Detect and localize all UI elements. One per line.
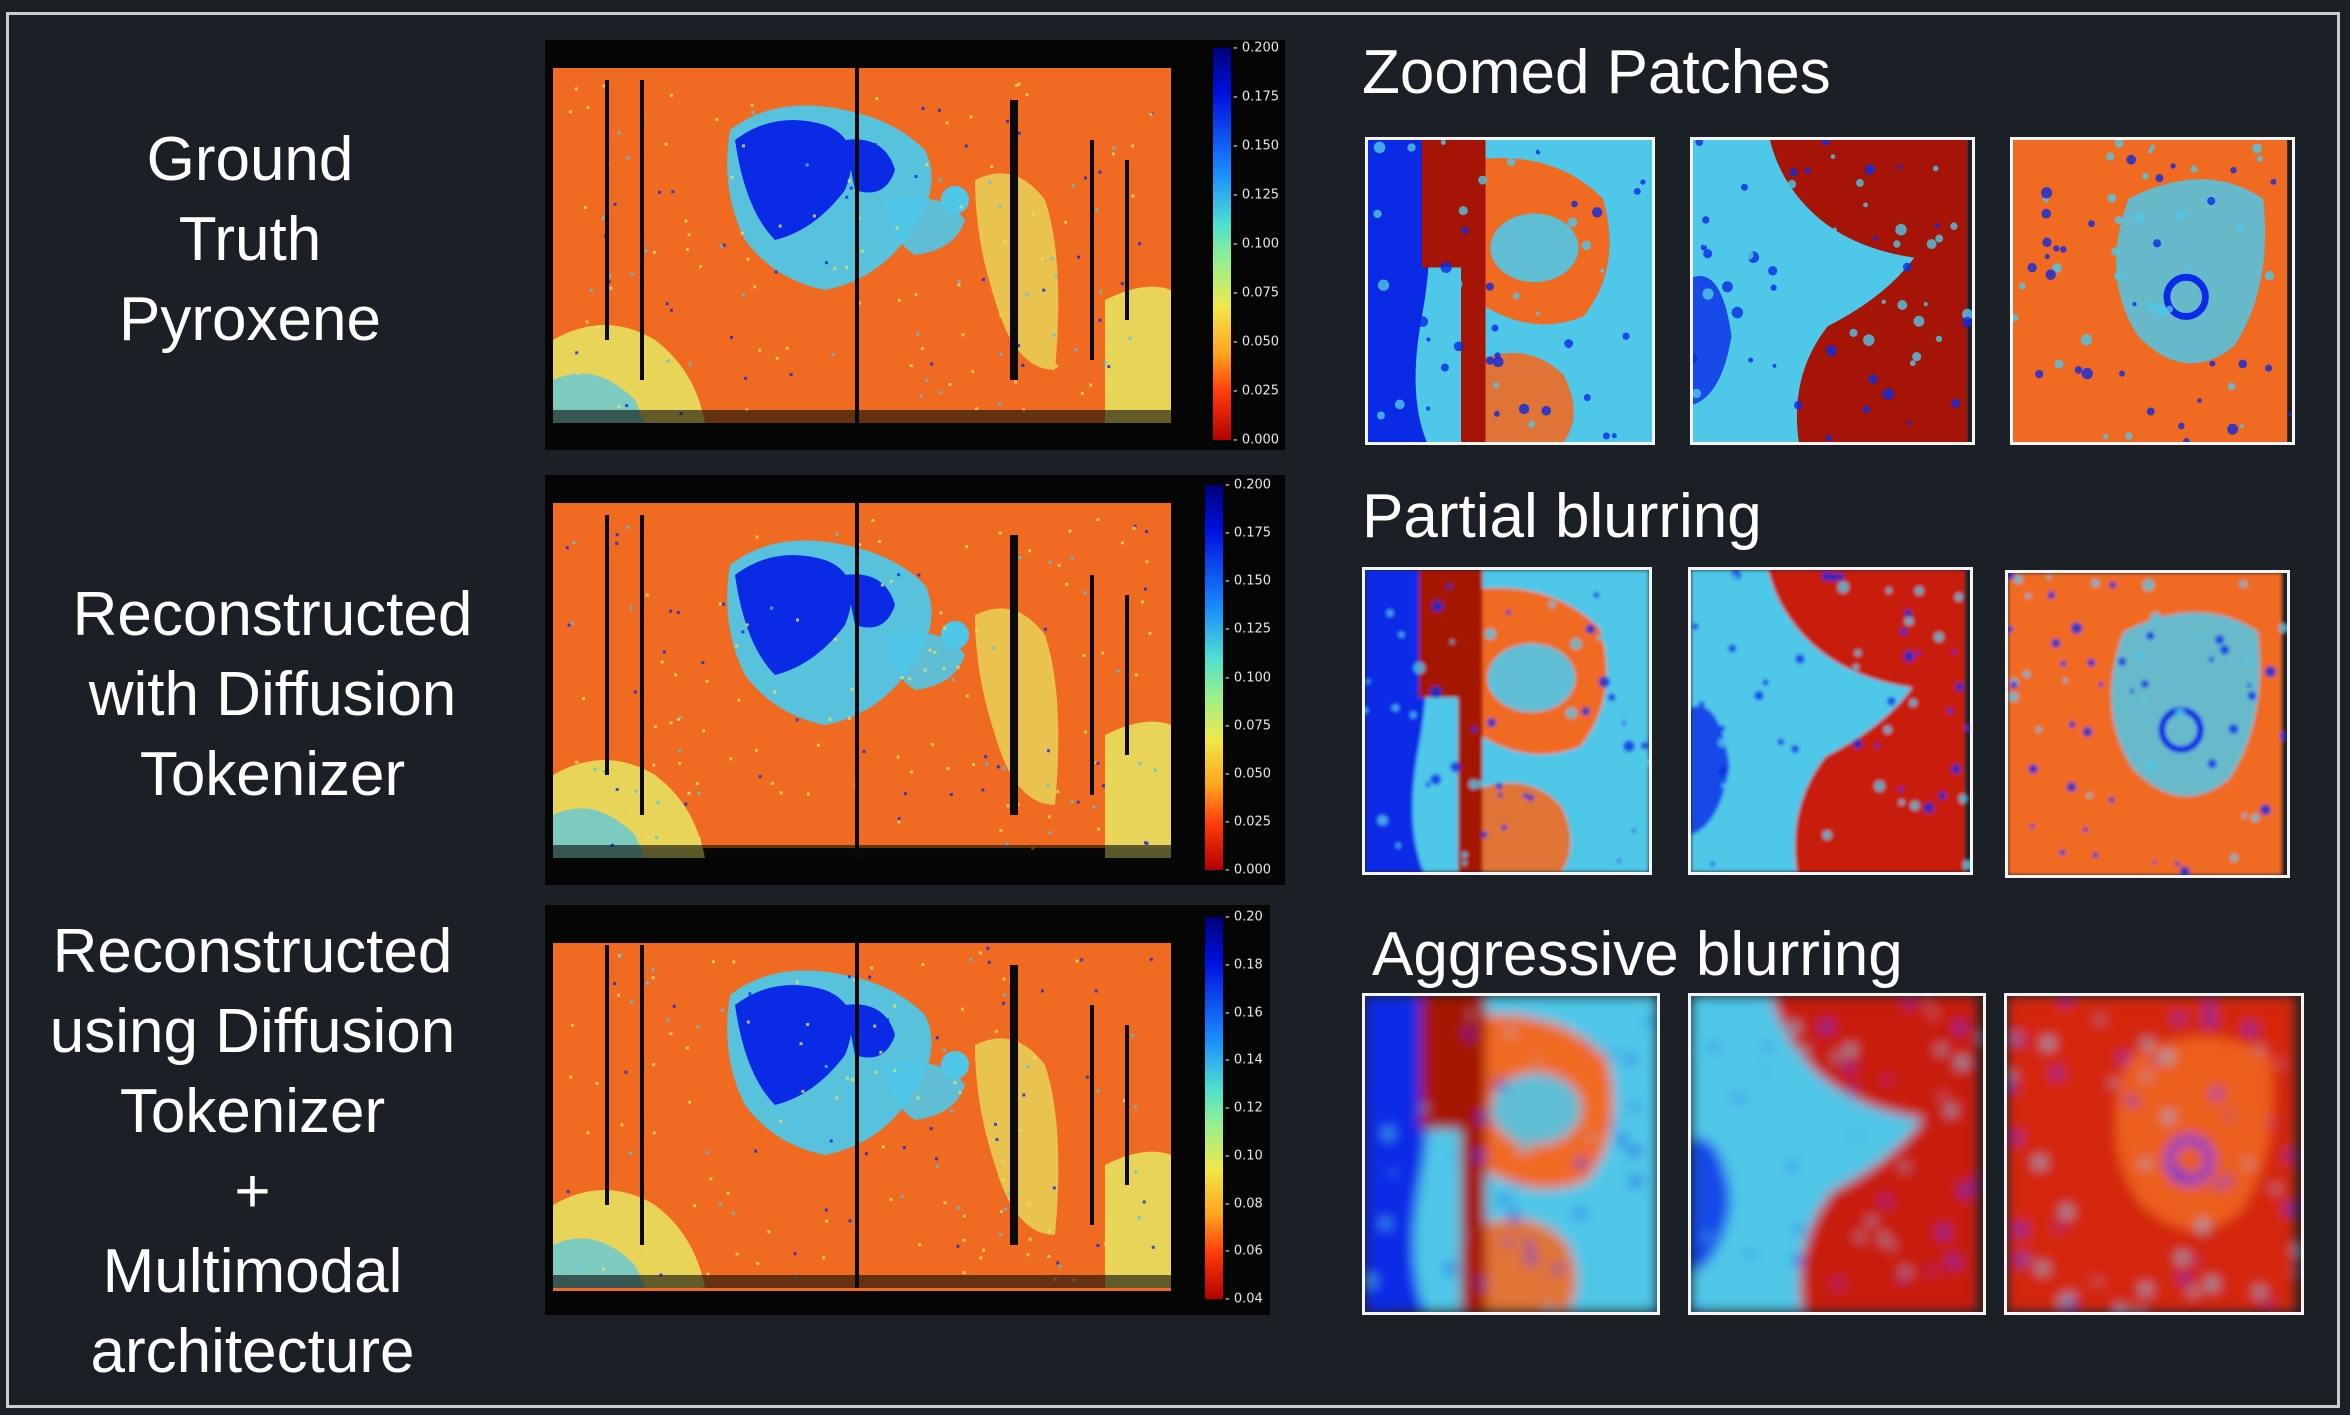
- colorbar-tick-label: - 0.20: [1225, 910, 1263, 925]
- map-multimodal: - 0.20 - 0.18 - 0.16 - 0.14 - 0.12 - 0.10 - 0.…: [545, 905, 1270, 1315]
- colorbar-tick-label: - 0.025: [1233, 384, 1279, 399]
- title-aggressive-blurring: Aggressive blurring: [1372, 920, 1903, 990]
- title-partial-blurring: Partial blurring: [1362, 482, 1762, 552]
- colorbar-tick-label: - 0.16: [1225, 1005, 1263, 1020]
- patch-content: [1691, 996, 1983, 1312]
- label-diffusion-tokenizer: Reconstructed with Diffusion Tokenizer: [40, 575, 505, 815]
- colorbar-tick-label: - 0.100: [1233, 237, 1279, 252]
- patch-content: [1365, 570, 1649, 872]
- patch-partial-2: [1688, 567, 1973, 875]
- patch-zoomed-2: [1690, 137, 1975, 445]
- patch-zoomed-3: [2010, 137, 2295, 445]
- colorbar-tick-label: - 0.025: [1225, 814, 1271, 829]
- colorbar-tick-label: - 0.150: [1225, 574, 1271, 589]
- colorbar-tick-label: - 0.100: [1225, 670, 1271, 685]
- colorbar-tick-label: - 0.200: [1225, 478, 1271, 493]
- colorbar-tick-label: - 0.075: [1225, 718, 1271, 733]
- patch-partial-1: [1362, 567, 1652, 875]
- pyroxene-map-image: [545, 475, 1285, 885]
- patch-zoomed-1: [1365, 137, 1655, 445]
- colorbar-tick-label: - 0.14: [1225, 1053, 1263, 1068]
- colorbar-tick-label: - 0.000: [1233, 433, 1279, 448]
- colorbar-tick-label: - 0.200: [1233, 41, 1279, 56]
- patch-content: [2013, 140, 2292, 442]
- colorbar-tick-label: - 0.04: [1225, 1292, 1263, 1307]
- patch-content: [2007, 996, 2301, 1312]
- map-diffusion-tokenizer: - 0.200 - 0.175 - 0.150 - 0.125 - 0.100 - 0.0…: [545, 475, 1285, 885]
- title-zoomed-patches: Zoomed Patches: [1362, 38, 1831, 108]
- patch-partial-3: [2005, 570, 2290, 878]
- label-multimodal: Reconstructed using Diffusion Tokenizer …: [20, 912, 485, 1392]
- colorbar-tick-label: - 0.050: [1225, 766, 1271, 781]
- colorbar-tick-label: - 0.175: [1225, 526, 1271, 541]
- patch-content: [1368, 140, 1652, 442]
- patch-content: [2008, 573, 2287, 875]
- pyroxene-map-image: [545, 40, 1285, 450]
- patch-content: [1693, 140, 1972, 442]
- colorbar-tick-label: - 0.12: [1225, 1101, 1263, 1116]
- colorbar-tick-label: - 0.10: [1225, 1148, 1263, 1163]
- colorbar-tick-label: - 0.000: [1225, 863, 1271, 878]
- patch-content: [1691, 570, 1970, 872]
- colorbar-tick-label: - 0.06: [1225, 1244, 1263, 1259]
- colorbar-tick-label: - 0.075: [1233, 286, 1279, 301]
- patch-content: [1365, 996, 1657, 1312]
- colorbar-tick-label: - 0.125: [1233, 188, 1279, 203]
- colorbar-tick-label: - 0.050: [1233, 335, 1279, 350]
- label-ground-truth: Ground Truth Pyroxene: [40, 120, 460, 360]
- patch-aggressive-1: [1362, 993, 1660, 1315]
- patch-aggressive-3: [2004, 993, 2304, 1315]
- colorbar-tick-label: - 0.125: [1225, 622, 1271, 637]
- colorbar-tick-label: - 0.18: [1225, 957, 1263, 972]
- pyroxene-map-image: [545, 905, 1270, 1315]
- colorbar-tick-label: - 0.150: [1233, 139, 1279, 154]
- colorbar-tick-label: - 0.175: [1233, 90, 1279, 105]
- colorbar-tick-label: - 0.08: [1225, 1196, 1263, 1211]
- patch-aggressive-2: [1688, 993, 1986, 1315]
- map-ground-truth: - 0.200 - 0.175 - 0.150 - 0.125 - 0.100 - 0.0…: [545, 40, 1285, 450]
